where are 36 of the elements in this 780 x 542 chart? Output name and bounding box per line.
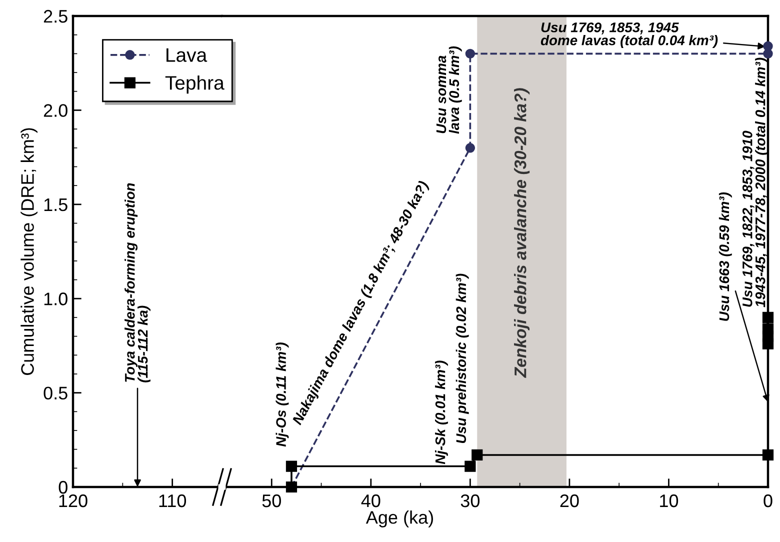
band-label: Zenkoji debris avalanche (30-20 ka?) (514, 88, 530, 378)
y-axis-title: Cumulative volume (DRE; km³) (20, 128, 38, 375)
x-tick-label: 40 (361, 494, 380, 508)
x-tick-label: 0 (764, 494, 772, 508)
legend-label: Lava (166, 48, 208, 62)
x-tick-label: 120 (59, 494, 88, 508)
point (465, 143, 476, 153)
point (465, 48, 476, 59)
point (472, 449, 483, 461)
x-tick-label: 110 (159, 494, 186, 508)
legend-label: Tephra (165, 75, 224, 94)
x-tick-label: 10 (660, 494, 678, 508)
point (286, 460, 298, 472)
point (762, 312, 774, 323)
y-tick-label: 2.5 (44, 10, 68, 23)
x-tick-label: 30 (460, 494, 480, 508)
x-tick-label: 20 (560, 494, 579, 508)
x-tick-label: 50 (262, 494, 281, 508)
x-axis-title: Age (ka) (366, 510, 433, 528)
annotation: Usu 1769, 1853, 1945 dome lavas (total 0.04 km³) (540, 22, 718, 48)
annotation: Toya caldera-forming eruption (115-112 ka) (124, 183, 150, 382)
annotation: Usu somma lava (0.5 km³) (436, 46, 462, 134)
annotation: Usu 1663 (0.59 km³) (718, 192, 732, 321)
point (763, 41, 773, 52)
annotation: Usu prehistoric (0.02 km³) (456, 274, 469, 444)
point (762, 323, 774, 334)
point (762, 449, 774, 461)
annotation: Usu 1769, 1822, 1853, 1910 1943-45, 1977-78, 2000 (total 0.14 km³) (742, 58, 768, 308)
annotation: Nj-Os (0.11 km³) (276, 342, 289, 447)
y-tick-label: 1.5 (44, 198, 68, 212)
point (464, 460, 476, 472)
y-tick-label: 0 (58, 480, 68, 494)
y-tick-label: 0.5 (44, 386, 68, 400)
annotation: Nj-Sk (0.01 km³) (435, 360, 448, 464)
y-tick-label: 2.0 (44, 104, 68, 117)
y-tick-label: 1.0 (44, 292, 68, 306)
